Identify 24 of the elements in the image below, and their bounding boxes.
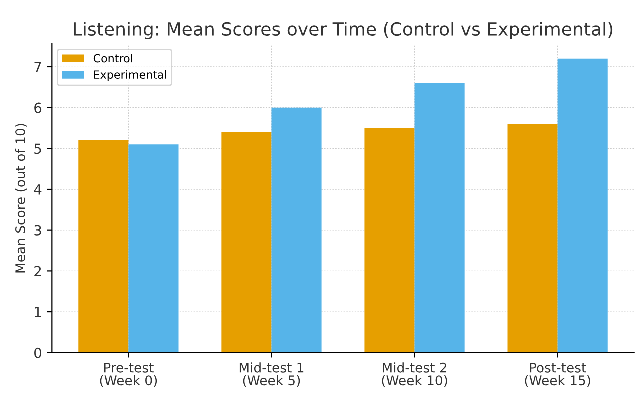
y-tick-label: 6 xyxy=(34,102,42,114)
x-tick-label: Mid-test 2 (Week 10) xyxy=(382,362,448,388)
bar xyxy=(508,124,558,353)
x-tick-label: Post-test (Week 15) xyxy=(525,363,590,388)
bar xyxy=(272,108,322,353)
y-tick-label: 0 xyxy=(34,348,42,358)
y-axis-title: Mean Score (out of 10) xyxy=(15,124,28,273)
y-tick-label: 2 xyxy=(34,266,42,276)
bar xyxy=(558,58,608,353)
chart-title: Listening: Mean Scores over Time (Control vs Experimental) xyxy=(74,22,613,40)
bar xyxy=(364,128,415,353)
y-tick-label: 3 xyxy=(34,225,42,236)
y-tick-label: 1 xyxy=(35,307,42,318)
x-tick-label: Mid-test 1 (Week 5) xyxy=(240,362,304,388)
x-tick-label: Pre-test (Week 0) xyxy=(100,363,158,388)
legend-label: Control xyxy=(94,54,132,63)
y-tick-label: 7 xyxy=(34,62,42,72)
y-tick-label: 5 xyxy=(34,144,42,154)
bar xyxy=(414,83,465,353)
y-tick-label: 4 xyxy=(34,184,42,195)
legend-label: Experimental xyxy=(94,70,166,82)
bar xyxy=(222,132,272,353)
bar xyxy=(128,144,179,353)
bar xyxy=(78,140,129,353)
